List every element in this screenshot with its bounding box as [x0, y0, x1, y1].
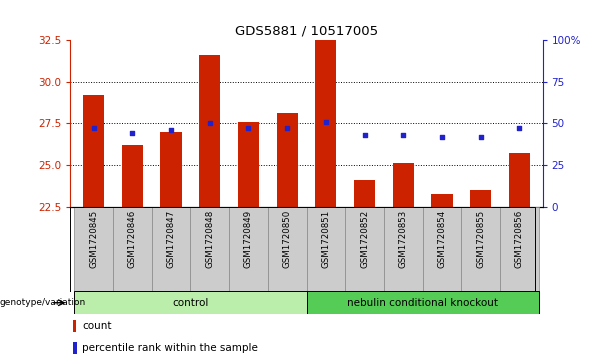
Bar — [161, 132, 181, 207]
Point — [360, 132, 370, 138]
Text: GSM1720855: GSM1720855 — [476, 209, 485, 268]
Title: GDS5881 / 10517005: GDS5881 / 10517005 — [235, 24, 378, 37]
Bar — [122, 145, 143, 207]
Point — [476, 134, 485, 140]
Text: GSM1720849: GSM1720849 — [244, 209, 253, 268]
Point — [128, 131, 137, 136]
Bar — [268, 207, 306, 292]
Point — [437, 134, 447, 140]
Bar — [199, 55, 221, 207]
Text: GSM1720850: GSM1720850 — [283, 209, 292, 268]
Bar — [74, 207, 113, 292]
Bar — [315, 40, 337, 207]
Point — [398, 132, 408, 138]
Text: percentile rank within the sample: percentile rank within the sample — [82, 343, 258, 353]
Bar — [238, 122, 259, 207]
Point — [166, 127, 176, 133]
Bar — [509, 154, 530, 207]
Bar — [191, 207, 229, 292]
Bar — [432, 193, 452, 207]
Bar — [152, 207, 191, 292]
Text: GSM1720854: GSM1720854 — [438, 209, 446, 268]
Bar — [461, 207, 500, 292]
Text: GSM1720847: GSM1720847 — [167, 209, 175, 268]
Text: count: count — [82, 321, 112, 331]
Bar — [392, 163, 414, 207]
Text: control: control — [172, 298, 208, 308]
Bar — [384, 207, 422, 292]
Bar — [83, 95, 104, 207]
Bar — [345, 207, 384, 292]
Bar — [354, 180, 375, 207]
Point — [514, 126, 524, 131]
Bar — [74, 291, 306, 314]
Bar — [306, 207, 345, 292]
Text: genotype/variation: genotype/variation — [0, 298, 86, 307]
Bar — [276, 113, 298, 207]
Text: GSM1720853: GSM1720853 — [398, 209, 408, 268]
Bar — [73, 320, 76, 333]
Bar — [73, 342, 77, 354]
Text: nebulin conditional knockout: nebulin conditional knockout — [347, 298, 498, 308]
Bar — [306, 291, 539, 314]
Point — [321, 119, 331, 125]
Bar — [113, 207, 152, 292]
Point — [243, 126, 253, 131]
Point — [205, 121, 215, 126]
Text: GSM1720845: GSM1720845 — [89, 209, 98, 268]
Point — [89, 126, 99, 131]
Text: GSM1720856: GSM1720856 — [515, 209, 524, 268]
Bar — [422, 207, 461, 292]
Text: GSM1720852: GSM1720852 — [360, 209, 369, 268]
Text: GSM1720846: GSM1720846 — [128, 209, 137, 268]
Text: GSM1720851: GSM1720851 — [321, 209, 330, 268]
Point — [282, 126, 292, 131]
Text: GSM1720848: GSM1720848 — [205, 209, 215, 268]
Bar — [500, 207, 539, 292]
Bar — [470, 190, 491, 207]
Bar — [229, 207, 268, 292]
